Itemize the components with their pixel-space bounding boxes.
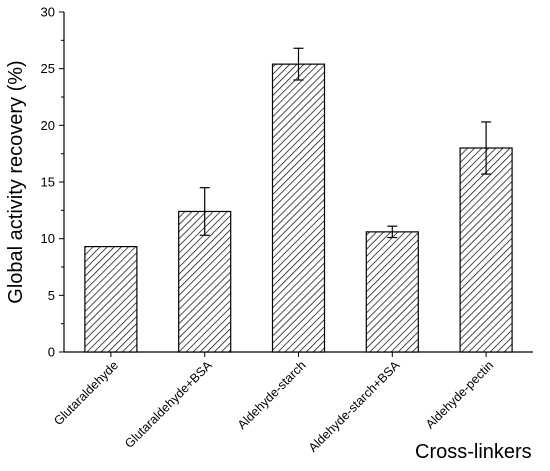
x-tick-label: Aldehyde-pectin xyxy=(423,358,496,431)
y-tick-label: 5 xyxy=(48,288,55,303)
y-axis-ticks: 0 5 10 15 20 25 30 xyxy=(41,5,64,360)
x-tick-label: Aldehyde-starch xyxy=(235,358,309,432)
bar xyxy=(365,231,419,353)
y-tick-label: 25 xyxy=(41,61,55,76)
y-tick-label: 30 xyxy=(41,5,55,20)
x-tick-label: Glutaraldehyde+BSA xyxy=(122,358,215,451)
bar xyxy=(84,246,138,353)
bar xyxy=(459,147,513,353)
y-tick-label: 10 xyxy=(41,231,55,246)
x-tick-label: Glutaraldehyde xyxy=(51,358,121,428)
x-tick-label: Aldehyde-starch+BSA xyxy=(306,358,403,455)
x-axis-title: Cross-linkers xyxy=(415,441,532,463)
chart-bars xyxy=(84,63,513,353)
y-tick-label: 0 xyxy=(48,345,55,360)
y-tick-label: 15 xyxy=(41,175,55,190)
y-tick-label: 20 xyxy=(41,118,55,133)
y-axis-title: Global activity recovery (%) xyxy=(5,60,27,303)
chart-error-bars xyxy=(199,47,492,239)
x-axis-ticks: Glutaraldehyde Glutaraldehyde+BSA Aldehyde… xyxy=(51,352,496,455)
bar xyxy=(271,63,326,353)
